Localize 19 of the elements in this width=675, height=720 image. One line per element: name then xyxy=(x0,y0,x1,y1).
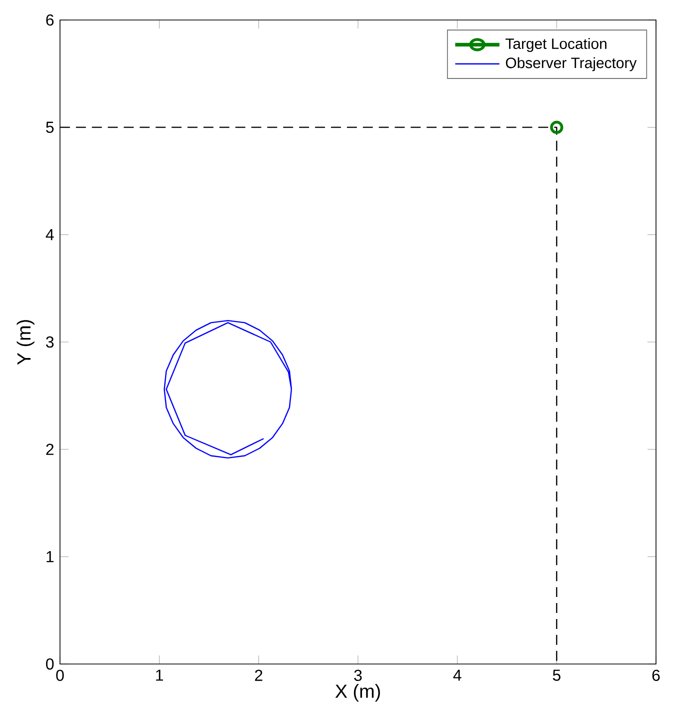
x-tick-label: 2 xyxy=(255,670,262,681)
y-tick-label: 5 xyxy=(46,122,54,133)
y-tick-label: 6 xyxy=(46,14,54,26)
x-tick-label: 5 xyxy=(552,670,560,681)
legend-label: Observer Trajectory xyxy=(506,57,637,72)
y-tick-label: 2 xyxy=(46,444,54,455)
y-tick-label: 1 xyxy=(46,551,54,562)
x-tick-label: 0 xyxy=(56,670,64,681)
x-axis-title: X (m) xyxy=(335,684,380,702)
x-tick-label: 3 xyxy=(354,670,362,681)
y-axis-title: Y (m) xyxy=(16,320,34,365)
x-tick-label: 4 xyxy=(453,670,462,681)
line-series xyxy=(164,320,292,459)
x-tick-label: 6 xyxy=(652,670,660,681)
x-tick-label: 1 xyxy=(156,670,163,681)
y-tick-label: 3 xyxy=(46,336,54,348)
y-tick-label: 4 xyxy=(46,229,54,240)
legend-label: Target Location xyxy=(506,38,606,52)
y-tick-label: 0 xyxy=(46,658,54,670)
